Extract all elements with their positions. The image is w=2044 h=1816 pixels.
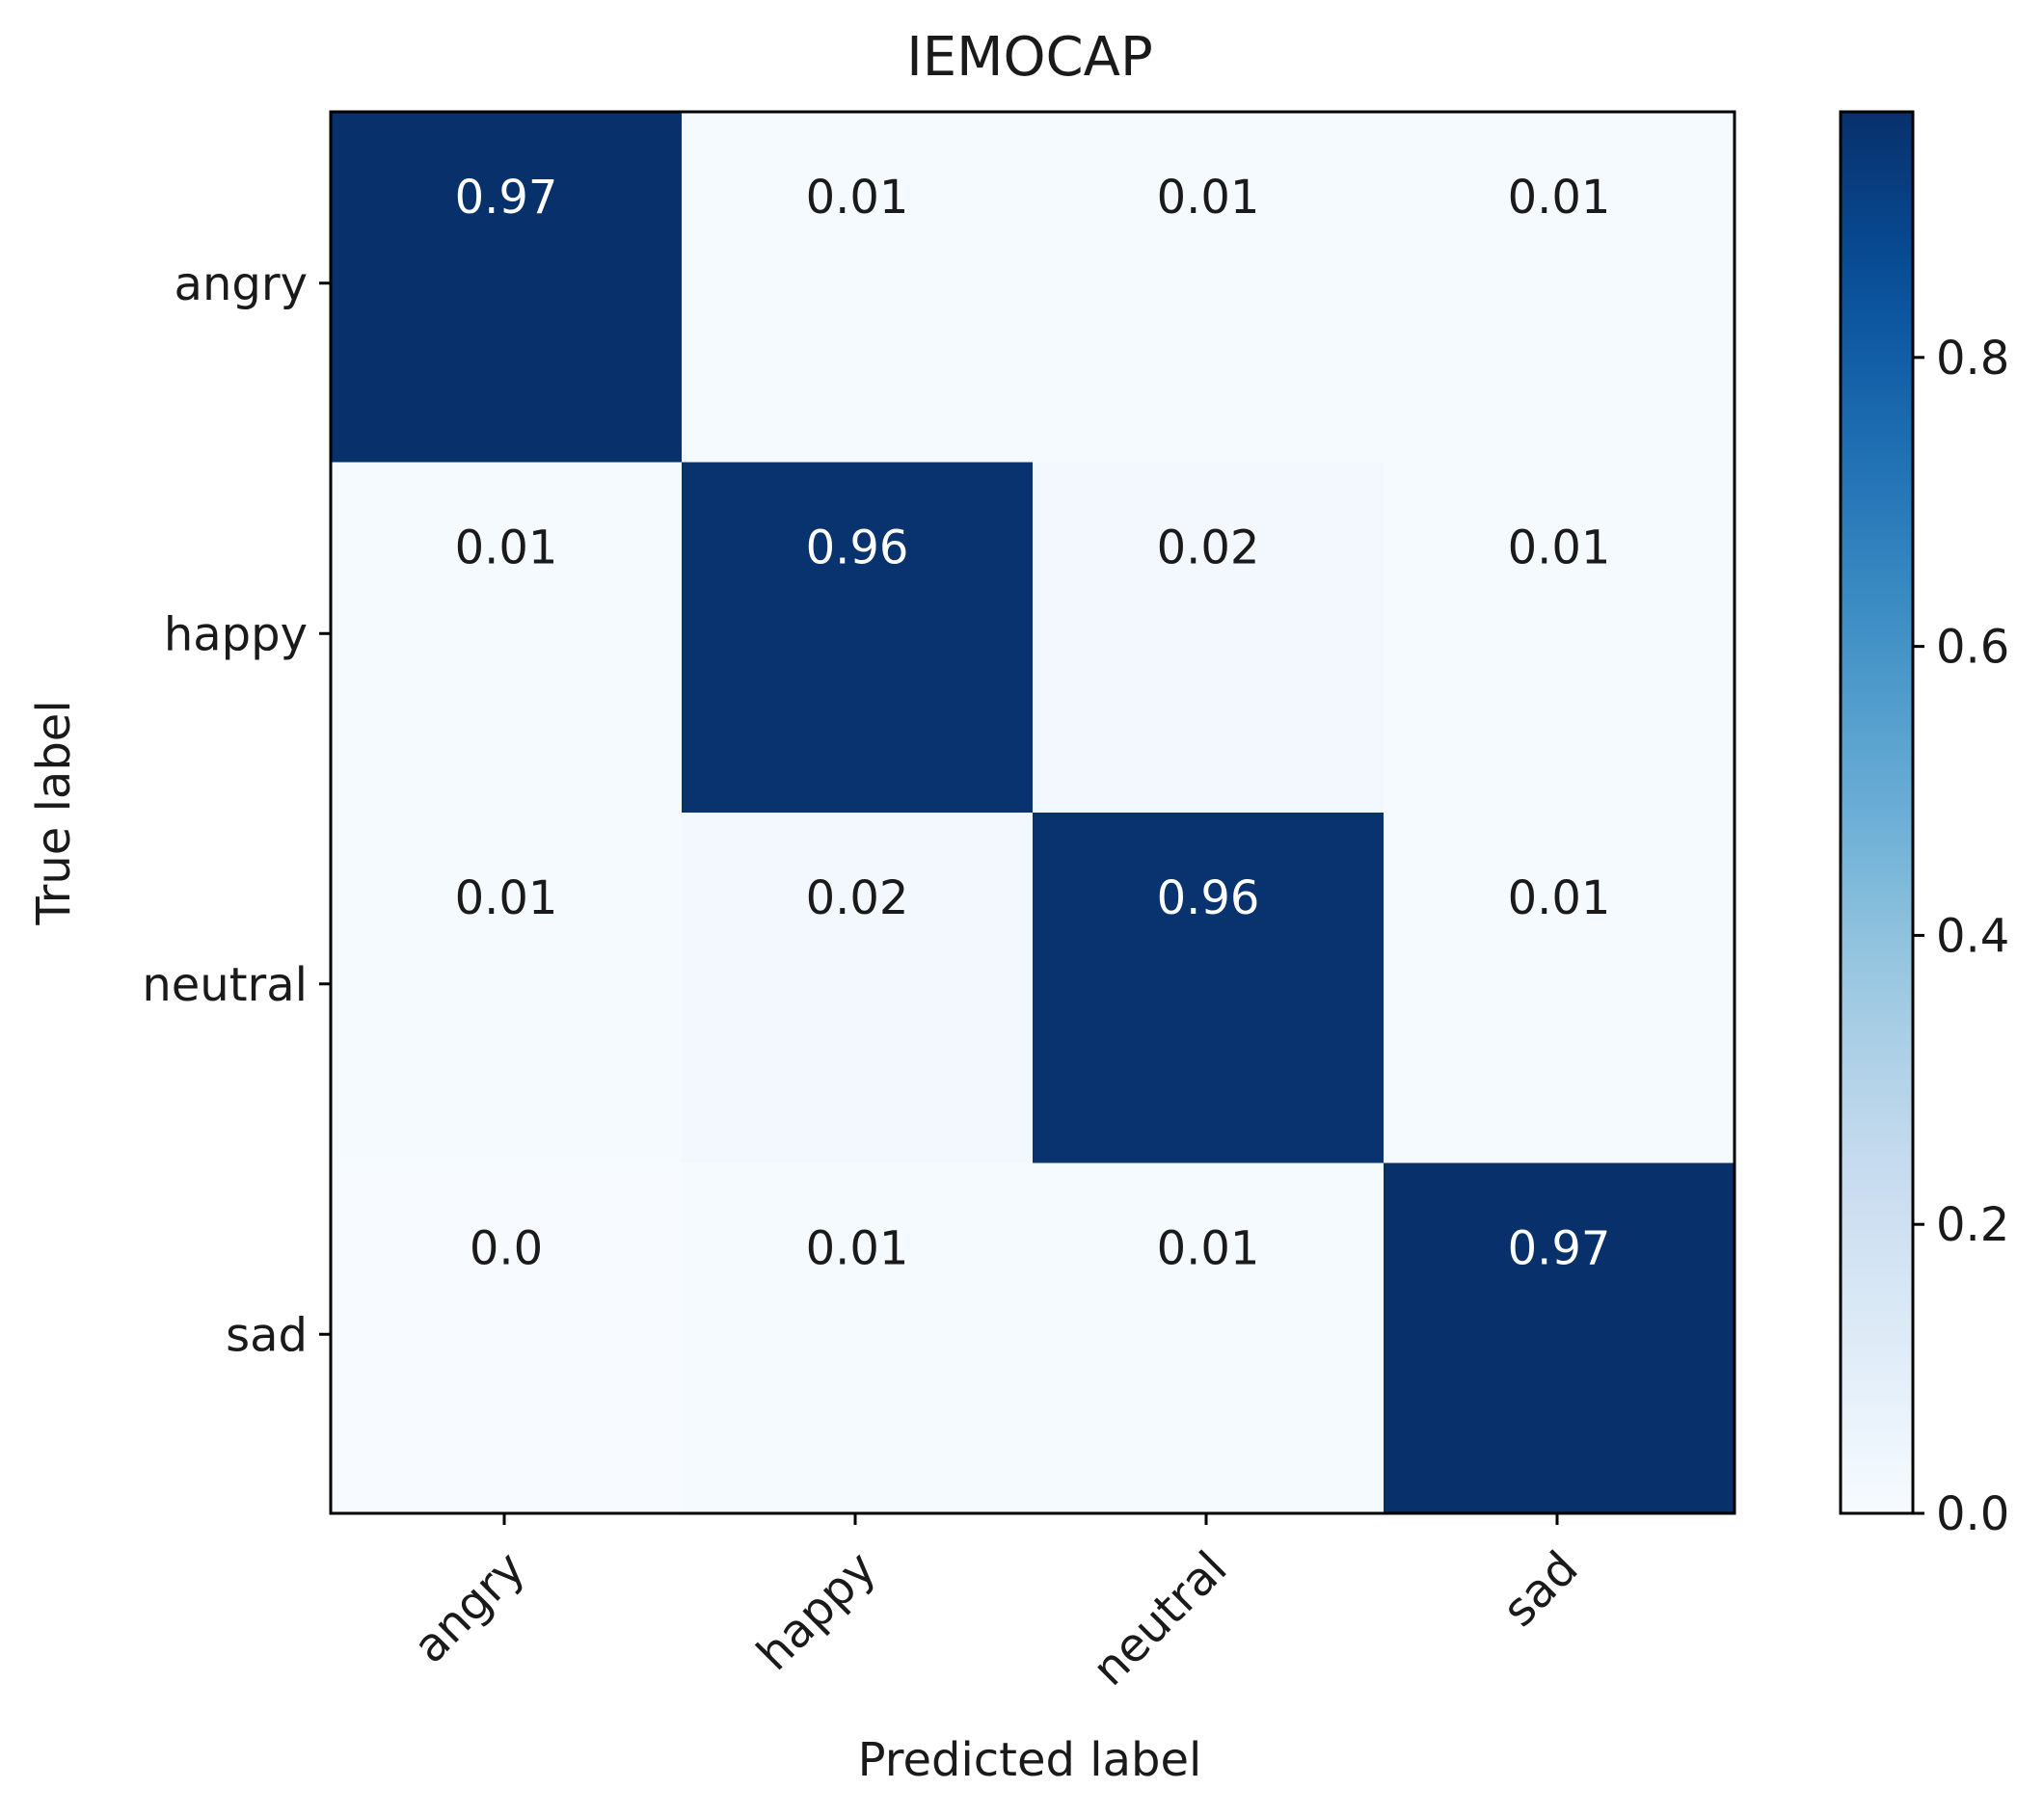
cell-value-label: 0.97 [1508, 1221, 1611, 1275]
colorbar-tick-label: 0.4 [1936, 909, 2009, 963]
y-tick-label: neutral [142, 958, 308, 1012]
cell-value-label: 0.01 [1508, 171, 1611, 225]
cell-value-label: 0.96 [806, 521, 909, 574]
cell-value-label: 0.01 [1157, 171, 1260, 225]
heatmap-cell [1033, 462, 1385, 814]
heatmap-cell [1033, 112, 1385, 463]
heatmap-cell [331, 813, 683, 1163]
x-tick-label: sad [1493, 1541, 1589, 1638]
colorbar-tick-label: 0.6 [1936, 621, 2009, 675]
cell-value-label: 0.02 [1157, 521, 1260, 574]
cell-value-label: 0.96 [1157, 871, 1260, 925]
heatmap-cell [682, 462, 1034, 814]
heatmap-cell [682, 1162, 1034, 1514]
heatmap-cell [1384, 1162, 1735, 1514]
x-axis-label: Predicted label [858, 1733, 1202, 1787]
heatmap-cell [331, 112, 683, 463]
heatmap-cell [1033, 1162, 1385, 1514]
heatmap-cell [682, 112, 1034, 463]
cell-value-label: 0.01 [806, 171, 909, 225]
colorbar-tick-label: 0.0 [1936, 1487, 2009, 1541]
colorbar [1839, 110, 1915, 1515]
chart-title: IEMOCAP [906, 26, 1152, 89]
y-tick-label: happy [164, 607, 308, 661]
heatmap-cell [331, 1162, 683, 1514]
cell-value-label: 0.02 [806, 871, 909, 925]
x-tick-label: angry [403, 1541, 535, 1673]
y-tick-label: sad [226, 1308, 308, 1362]
cell-value-label: 0.0 [470, 1221, 543, 1275]
cell-value-label: 0.01 [1157, 1221, 1260, 1275]
heatmap-cell [1033, 813, 1385, 1163]
colorbar-tick-label: 0.8 [1936, 332, 2009, 386]
x-tick-label: happy [746, 1541, 886, 1681]
y-axis-label: True label [27, 700, 81, 925]
colorbar-ticks: 0.0 0.2 0.4 0.6 0.8 [1913, 332, 2009, 1541]
heatmap-cell [682, 813, 1034, 1163]
cell-value-label: 0.01 [455, 871, 558, 925]
heatmap-cells: 0.97 0.01 0.01 0.01 0.01 0.96 0.02 0.01 0.01 0.02… [331, 112, 1735, 1514]
colorbar-tick-label: 0.2 [1936, 1198, 2009, 1252]
x-axis-ticks: angry happy neutral sad [403, 1513, 1588, 1696]
heatmap-cell [331, 462, 683, 814]
cell-value-label: 0.01 [1508, 521, 1611, 574]
plot-frame [329, 110, 1736, 1515]
heatmap-cell [1384, 462, 1735, 814]
heatmap-cell [1384, 813, 1735, 1163]
cell-value-label: 0.97 [455, 171, 558, 225]
heatmap-cell [1384, 112, 1735, 463]
y-axis-ticks: angry happy neutral sad [142, 257, 331, 1362]
x-tick-label: neutral [1082, 1541, 1237, 1696]
cell-value-label: 0.01 [1508, 871, 1611, 925]
y-tick-label: angry [175, 257, 308, 311]
cell-value-label: 0.01 [455, 521, 558, 574]
cell-value-label: 0.01 [806, 1221, 909, 1275]
